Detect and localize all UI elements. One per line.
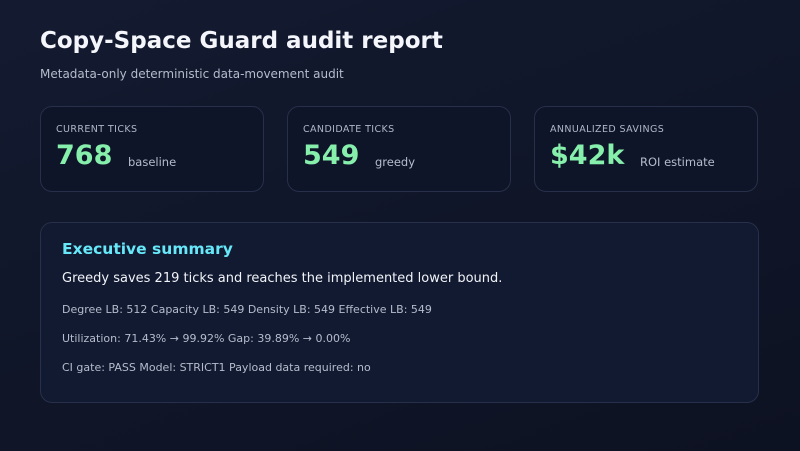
- summary-line: Utilization: 71.43% → 99.92% Gap: 39.89%…: [62, 332, 351, 345]
- stat-card: CURRENT TICKS 768 baseline: [40, 106, 264, 192]
- stat-label: CANDIDATE TICKS: [303, 124, 395, 135]
- stat-note: baseline: [128, 155, 177, 169]
- stat-note: ROI estimate: [640, 155, 715, 169]
- stat-value: $42k: [550, 140, 625, 171]
- summary-lead: Greedy saves 219 ticks and reaches the i…: [62, 271, 503, 286]
- stat-note: greedy: [375, 155, 416, 169]
- stat-value: 768: [56, 140, 113, 171]
- stat-label: CURRENT TICKS: [56, 124, 138, 135]
- summary-line: Degree LB: 512 Capacity LB: 549 Density …: [62, 303, 432, 316]
- stat-label: ANNUALIZED SAVINGS: [550, 124, 665, 135]
- summary-title: Executive summary: [62, 240, 233, 258]
- stat-card: ANNUALIZED SAVINGS $42k ROI estimate: [534, 106, 758, 192]
- report-subtitle: Metadata-only deterministic data-movemen…: [40, 67, 344, 81]
- summary-card: Executive summary Greedy saves 219 ticks…: [40, 222, 759, 403]
- report-title: Copy-Space Guard audit report: [40, 28, 443, 54]
- summary-line: CI gate: PASS Model: STRICT1 Payload dat…: [62, 361, 371, 374]
- stat-card: CANDIDATE TICKS 549 greedy: [287, 106, 511, 192]
- stat-value: 549: [303, 140, 360, 171]
